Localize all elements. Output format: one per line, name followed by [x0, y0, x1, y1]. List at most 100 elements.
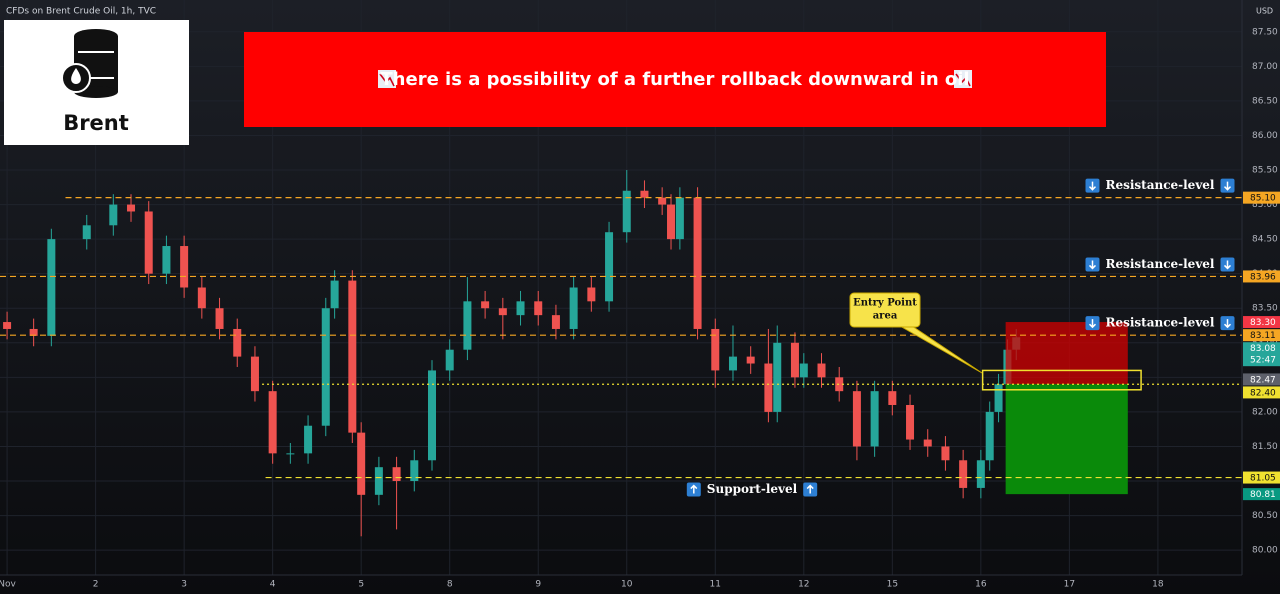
candle-body — [516, 301, 525, 316]
price-badge — [1243, 329, 1280, 342]
candle-body — [667, 204, 676, 240]
candle-body — [286, 453, 295, 455]
price-badge — [1243, 191, 1280, 204]
candle-body — [3, 322, 12, 329]
level-annotation: Resistance-level — [1105, 178, 1214, 192]
y-tick-label: 81.50 — [1252, 442, 1278, 452]
candle-body — [923, 439, 932, 447]
x-tick-label: 2 — [93, 580, 99, 590]
y-tick-label: 83.50 — [1252, 304, 1278, 314]
candle-body — [551, 315, 560, 329]
price-badge-label: 80.81 — [1250, 490, 1276, 500]
level-annotation: Support-level — [707, 482, 798, 496]
callout-text: area — [873, 311, 898, 322]
candle-body — [817, 363, 826, 378]
candle-body — [357, 432, 366, 495]
candle-body — [799, 363, 808, 378]
y-tick-label: 86.50 — [1252, 96, 1278, 106]
candle-body — [348, 280, 357, 433]
price-badge-label: 83.08 — [1250, 344, 1276, 354]
y-tick-label: 87.00 — [1252, 62, 1278, 72]
candle-body — [197, 287, 206, 309]
candle-body — [498, 308, 507, 316]
y-tick-label: 87.50 — [1252, 27, 1278, 37]
candle-body — [47, 239, 56, 336]
candle-body — [587, 287, 596, 302]
x-tick-label: Nov — [0, 580, 17, 590]
y-tick-label: 80.50 — [1252, 511, 1278, 521]
candle-body — [569, 287, 578, 329]
candle-body — [463, 301, 472, 350]
candle-body — [109, 204, 118, 226]
candle-body — [428, 370, 436, 461]
arrow-icon — [690, 484, 698, 494]
candle-body — [764, 363, 773, 412]
candle-body — [233, 328, 242, 357]
candle-body — [985, 411, 994, 461]
price-badge-label: 82.40 — [1250, 388, 1276, 398]
x-tick-label: 4 — [270, 580, 276, 590]
candle-body — [640, 190, 649, 198]
candle-body — [959, 460, 968, 488]
x-tick-label: 16 — [975, 580, 987, 590]
candle-body — [852, 391, 861, 447]
banner: There is a possibility of a further roll… — [244, 32, 1106, 127]
candle-body — [82, 225, 91, 240]
price-badge-label: 83.11 — [1250, 331, 1276, 341]
candle-body — [321, 308, 330, 426]
candle-body — [29, 328, 38, 336]
candle-body — [445, 349, 454, 371]
y-tick-label: 84.50 — [1252, 235, 1278, 245]
price-badge — [1243, 316, 1280, 329]
price-badge — [1243, 488, 1280, 501]
y-tick-label: 86.00 — [1252, 131, 1278, 141]
callout-text: Entry Point — [853, 298, 917, 309]
arrow-icon — [1223, 260, 1232, 270]
stop-zone — [1005, 322, 1128, 385]
x-tick-label: 3 — [181, 580, 187, 590]
candle-body — [180, 246, 189, 288]
candle-body — [250, 356, 259, 392]
logo: Brent — [4, 20, 189, 145]
candle-body — [906, 404, 915, 440]
level-annotation: Resistance-level — [1105, 316, 1214, 330]
x-tick-label: 10 — [621, 580, 633, 590]
candle-body — [711, 328, 720, 371]
y-tick-label: 85.50 — [1252, 166, 1278, 176]
candle-body — [870, 391, 879, 447]
candle-body — [888, 391, 897, 405]
candle-body — [675, 197, 684, 240]
candle-body — [835, 377, 844, 392]
candle-body — [773, 342, 782, 412]
candle-body — [330, 280, 339, 309]
logo-label: Brent — [63, 111, 129, 135]
currency: USD — [1256, 7, 1273, 16]
callout: Entry Point area — [849, 292, 983, 374]
y-tick-label: 80.00 — [1252, 546, 1278, 556]
x-tick-label: 18 — [1152, 580, 1164, 590]
x-tick-label: 15 — [887, 580, 898, 590]
target-zone — [1005, 384, 1128, 495]
arrow-icon — [1223, 319, 1232, 329]
candle-body — [127, 204, 136, 212]
price-badge — [1243, 471, 1280, 484]
arrow-icon — [806, 484, 814, 494]
x-tick-label: 17 — [1064, 580, 1075, 590]
candle-body — [994, 384, 1003, 412]
price-badge-label: 83.30 — [1250, 318, 1276, 328]
price-badge — [1243, 373, 1280, 386]
candle-body — [622, 190, 631, 233]
candle-body — [658, 197, 667, 205]
price-countdown: 52:47 — [1250, 356, 1276, 366]
candle-body — [941, 446, 950, 461]
candle-body — [790, 342, 799, 378]
arrow-icon — [1088, 319, 1097, 329]
y-tick-label: 82.00 — [1252, 407, 1278, 417]
candle-body — [162, 246, 171, 274]
x-tick-label: 9 — [535, 580, 541, 590]
x-tick-label: 12 — [798, 580, 809, 590]
candle-body — [215, 308, 224, 329]
candle-body — [481, 301, 490, 309]
price-badge-label: 83.96 — [1250, 272, 1276, 282]
